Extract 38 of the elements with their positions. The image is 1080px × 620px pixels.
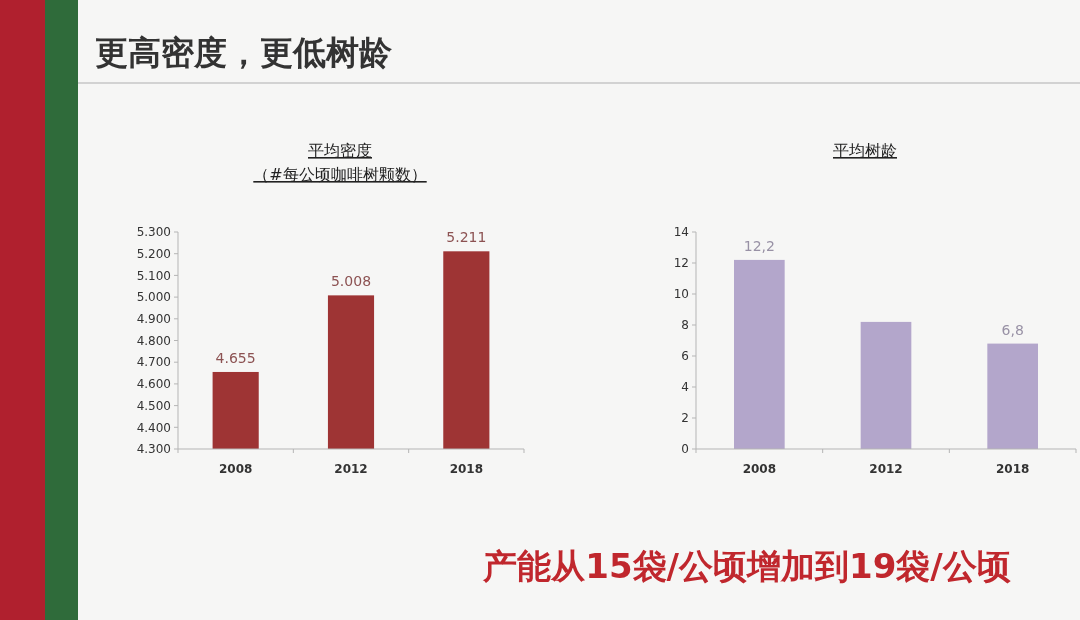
text: 更高密度，更低树龄 <box>95 33 393 72</box>
y-tick-label: 4.700 <box>136 355 171 370</box>
y-tick-label: 8 <box>681 318 689 333</box>
data-label: 4.655 <box>215 349 256 366</box>
x-tick-label: 2008 <box>742 462 777 476</box>
y-tick-label: 4.800 <box>136 333 171 348</box>
bar <box>734 259 785 449</box>
x-tick-label: 2018 <box>995 462 1030 476</box>
y-tick-label: 5.200 <box>136 246 171 261</box>
data-label: 5.211 <box>446 229 487 246</box>
y-tick-label: 4.300 <box>136 442 171 457</box>
x-tick-label: 2018 <box>449 462 484 476</box>
x-tick-label: 2008 <box>218 462 253 476</box>
y-tick-label: 0 <box>681 442 689 457</box>
y-tick-label: 6 <box>681 349 689 364</box>
y-tick-label: 12 <box>673 256 689 271</box>
chart-title: 平均密度 <box>308 141 372 160</box>
data-label: 12,2 <box>743 237 775 254</box>
y-tick-label: 2 <box>681 411 689 426</box>
y-tick-label: 4 <box>681 380 689 395</box>
y-tick-label: 4.500 <box>136 398 171 413</box>
y-tick-label: 5.300 <box>136 225 171 240</box>
y-tick-label: 5.000 <box>136 290 171 305</box>
text: 产能从15袋/公顷增加到19袋/公顷 <box>482 546 1011 586</box>
bar <box>860 321 912 449</box>
data-label: 5.008 <box>330 273 372 290</box>
y-tick-label: 4.600 <box>136 377 171 392</box>
data-label: 6,8 <box>1001 321 1024 338</box>
x-tick-label: 2012 <box>334 462 368 476</box>
y-tick-label: 4.900 <box>136 312 171 326</box>
y-tick-label: 5.100 <box>136 268 171 283</box>
chart-subtitle: （#每公顷咖啡树颗数） <box>253 165 427 184</box>
x-tick-label: 2012 <box>869 462 903 476</box>
y-tick-label: 4.400 <box>136 420 171 435</box>
y-tick-label: 14 <box>673 225 689 240</box>
chart-title: 平均树龄 <box>833 141 897 160</box>
bar <box>987 343 1038 449</box>
y-tick-label: 10 <box>673 287 689 302</box>
